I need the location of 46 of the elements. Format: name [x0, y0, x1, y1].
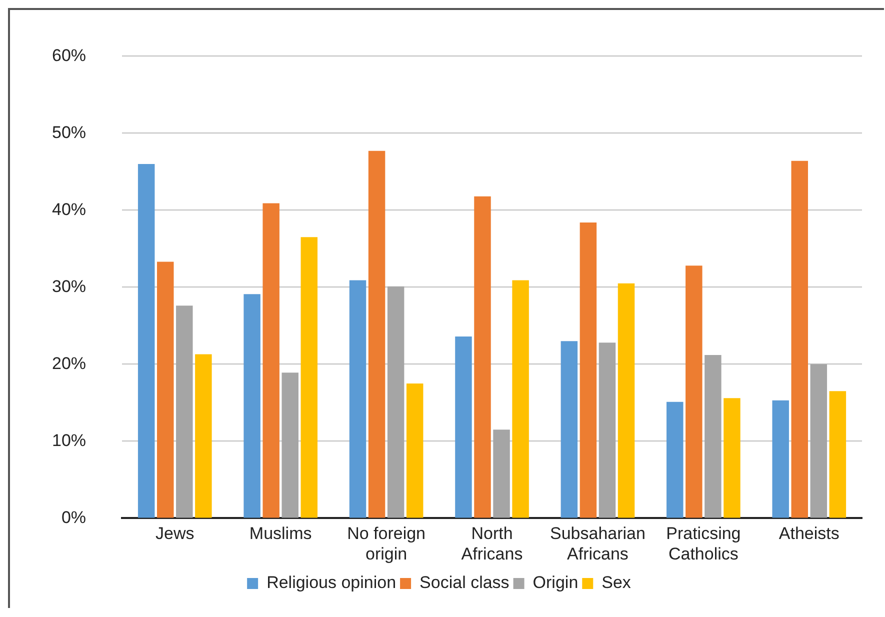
bar: [300, 237, 318, 518]
legend-label: Religious opinion: [266, 573, 396, 592]
bar: [349, 280, 366, 518]
bar: [368, 150, 386, 518]
y-tick-label: 50%: [52, 122, 86, 142]
bar: [512, 280, 529, 518]
bar: [560, 341, 578, 518]
x-tick-label: Muslims: [249, 524, 312, 544]
bar: [262, 203, 280, 518]
bar: [686, 266, 702, 518]
x-tick-label: Praticsing Catholics: [666, 524, 741, 564]
bar: [406, 383, 424, 518]
x-tick-label: Subsaharian Africans: [550, 524, 646, 564]
bar: [829, 391, 846, 518]
y-tick-label: 40%: [52, 200, 86, 219]
bar: [704, 354, 722, 518]
bar: [244, 294, 260, 518]
bar: [791, 160, 808, 518]
bar: [493, 430, 510, 518]
bar: [598, 342, 616, 518]
legend-label: Social class: [420, 573, 510, 592]
x-tick-label: Jews: [156, 524, 194, 544]
legend-label: Sex: [602, 573, 632, 592]
bar: [156, 262, 174, 518]
x-tick-label: Atheists: [778, 524, 840, 544]
y-tick-label: 30%: [52, 276, 86, 296]
bar: [195, 354, 212, 518]
bar: [282, 372, 298, 518]
bar: [387, 286, 404, 518]
bar: [618, 283, 635, 518]
bar: [474, 196, 491, 518]
x-tick-label: North Africans: [461, 524, 523, 564]
y-tick-label: 20%: [52, 354, 86, 373]
legend-label: Origin: [532, 573, 578, 592]
bar: [772, 400, 789, 518]
bar: [580, 222, 597, 518]
bar: [455, 336, 472, 518]
bar: [176, 306, 193, 518]
y-tick-label: 10%: [52, 430, 86, 450]
x-tick-label: No foreign origin: [347, 524, 426, 564]
bar: [138, 164, 155, 518]
bar: [810, 364, 828, 518]
y-tick-label: 0%: [61, 508, 86, 527]
y-tick-label: 60%: [52, 46, 86, 65]
bar: [666, 402, 684, 518]
bar: [724, 398, 740, 518]
